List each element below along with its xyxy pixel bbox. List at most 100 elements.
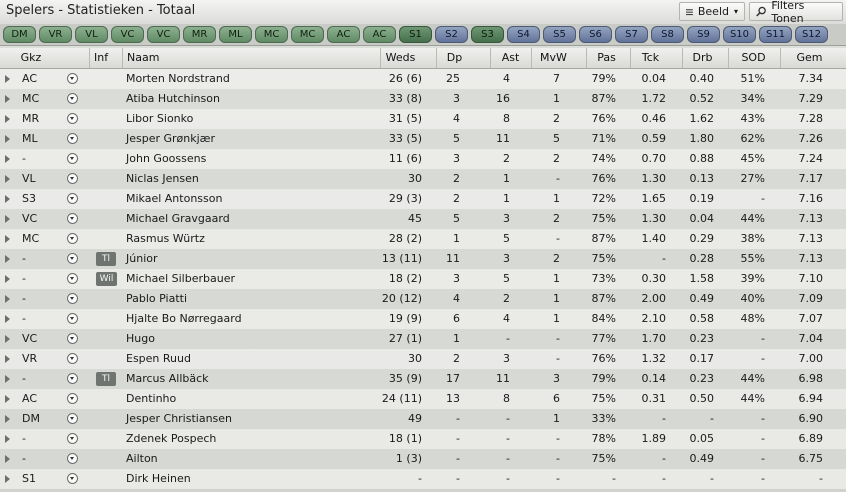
table-row[interactable]: MC Rasmus Würtz 28 (2) 1 5 - 87% 1.40 0.…: [0, 229, 846, 249]
table-row[interactable]: VR Espen Ruud 30 2 3 - 76% 1.32 0.17 - 7…: [0, 349, 846, 369]
tab-position-23[interactable]: S12: [795, 26, 828, 43]
cell-naam[interactable]: Libor Sionko: [126, 112, 194, 125]
tab-position-3[interactable]: VL: [75, 26, 108, 43]
cell-naam[interactable]: Dentinho: [126, 392, 177, 405]
header-gem[interactable]: Gem: [780, 48, 838, 68]
row-menu-icon[interactable]: [67, 93, 78, 104]
table-row[interactable]: S3 Mikael Antonsson 29 (3) 2 1 1 72% 1.6…: [0, 189, 846, 209]
cell-naam[interactable]: Hjalte Bo Nørregaard: [126, 312, 242, 325]
expand-arrow-icon[interactable]: [5, 255, 10, 263]
row-menu-icon[interactable]: [67, 73, 78, 84]
header-dp[interactable]: Dp: [436, 48, 472, 68]
cell-naam[interactable]: Ailton: [126, 452, 158, 465]
expand-arrow-icon[interactable]: [5, 335, 10, 343]
tab-position-6[interactable]: MR: [183, 26, 216, 43]
header-drb[interactable]: Drb: [682, 48, 722, 68]
table-row[interactable]: MC Atiba Hutchinson 33 (8) 3 16 1 87% 1.…: [0, 89, 846, 109]
tab-position-8[interactable]: MC: [255, 26, 288, 43]
expand-arrow-icon[interactable]: [5, 115, 10, 123]
expand-arrow-icon[interactable]: [5, 195, 10, 203]
cell-naam[interactable]: Michael Gravgaard: [126, 212, 230, 225]
row-menu-icon[interactable]: [67, 473, 78, 484]
row-menu-icon[interactable]: [67, 393, 78, 404]
tab-position-19[interactable]: S8: [651, 26, 684, 43]
cell-naam[interactable]: Rasmus Würtz: [126, 232, 205, 245]
row-menu-icon[interactable]: [67, 253, 78, 264]
tab-position-7[interactable]: ML: [219, 26, 252, 43]
expand-arrow-icon[interactable]: [5, 355, 10, 363]
expand-arrow-icon[interactable]: [5, 415, 10, 423]
table-row[interactable]: VL Niclas Jensen 30 2 1 - 76% 1.30 0.13 …: [0, 169, 846, 189]
header-sod[interactable]: SOD: [728, 48, 778, 68]
expand-arrow-icon[interactable]: [5, 395, 10, 403]
expand-arrow-icon[interactable]: [5, 435, 10, 443]
table-row[interactable]: - Michael Silberbauer 18 (2) 3 5 1 73% 0…: [0, 269, 846, 289]
tab-position-18[interactable]: S7: [615, 26, 648, 43]
table-row[interactable]: ML Jesper Grønkjær 33 (5) 5 11 5 71% 0.5…: [0, 129, 846, 149]
row-menu-icon[interactable]: [67, 193, 78, 204]
header-mvw[interactable]: MvW: [531, 48, 575, 68]
row-menu-icon[interactable]: [67, 413, 78, 424]
header-inf[interactable]: Inf: [89, 48, 121, 68]
cell-naam[interactable]: Zdenek Pospech: [126, 432, 217, 445]
tab-position-4[interactable]: VC: [111, 26, 144, 43]
table-row[interactable]: AC Dentinho 24 (11) 13 8 6 75% 0.31 0.50…: [0, 389, 846, 409]
table-row[interactable]: DM Jesper Christiansen 49 - - 1 33% - - …: [0, 409, 846, 429]
expand-arrow-icon[interactable]: [5, 275, 10, 283]
cell-naam[interactable]: Atiba Hutchinson: [126, 92, 220, 105]
table-row[interactable]: VC Hugo 27 (1) 1 - - 77% 1.70 0.23 - 7.0…: [0, 329, 846, 349]
cell-naam[interactable]: Marcus Allbäck: [126, 372, 209, 385]
expand-arrow-icon[interactable]: [5, 75, 10, 83]
row-menu-icon[interactable]: [67, 333, 78, 344]
expand-arrow-icon[interactable]: [5, 95, 10, 103]
row-menu-icon[interactable]: [67, 173, 78, 184]
row-menu-icon[interactable]: [67, 353, 78, 364]
expand-arrow-icon[interactable]: [5, 455, 10, 463]
row-menu-icon[interactable]: [67, 213, 78, 224]
expand-arrow-icon[interactable]: [5, 155, 10, 163]
row-menu-icon[interactable]: [67, 233, 78, 244]
tab-position-20[interactable]: S9: [687, 26, 720, 43]
table-row[interactable]: - John Goossens 11 (6) 3 2 2 74% 0.70 0.…: [0, 149, 846, 169]
table-row[interactable]: - Ailton 1 (3) - - - 75% - 0.49 - 6.75: [0, 449, 846, 469]
row-menu-icon[interactable]: [67, 453, 78, 464]
table-row[interactable]: - Pablo Piatti 20 (12) 4 2 1 87% 2.00 0.…: [0, 289, 846, 309]
expand-arrow-icon[interactable]: [5, 235, 10, 243]
header-ast[interactable]: Ast: [490, 48, 530, 68]
row-menu-icon[interactable]: [67, 273, 78, 284]
tab-position-13[interactable]: S2: [435, 26, 468, 43]
tab-position-22[interactable]: S11: [759, 26, 792, 43]
cell-naam[interactable]: Espen Ruud: [126, 352, 191, 365]
expand-arrow-icon[interactable]: [5, 475, 10, 483]
table-row[interactable]: - Hjalte Bo Nørregaard 19 (9) 6 4 1 84% …: [0, 309, 846, 329]
expand-arrow-icon[interactable]: [5, 295, 10, 303]
header-tck[interactable]: Tck: [630, 48, 670, 68]
table-row[interactable]: MR Libor Sionko 31 (5) 4 8 2 76% 0.46 1.…: [0, 109, 846, 129]
tab-position-16[interactable]: S5: [543, 26, 576, 43]
cell-naam[interactable]: Hugo: [126, 332, 155, 345]
tab-position-11[interactable]: AC: [363, 26, 396, 43]
tab-position-10[interactable]: AC: [327, 26, 360, 43]
tab-position-17[interactable]: S6: [579, 26, 612, 43]
row-menu-icon[interactable]: [67, 293, 78, 304]
row-menu-icon[interactable]: [67, 153, 78, 164]
cell-naam[interactable]: Niclas Jensen: [126, 172, 199, 185]
table-row[interactable]: - Júnior 13 (11) 11 3 2 75% - 0.28 55% 7…: [0, 249, 846, 269]
cell-naam[interactable]: Dirk Heinen: [126, 472, 191, 485]
cell-naam[interactable]: Michael Silberbauer: [126, 272, 235, 285]
table-row[interactable]: - Zdenek Pospech 18 (1) - - - 78% 1.89 0…: [0, 429, 846, 449]
tab-position-2[interactable]: VR: [39, 26, 72, 43]
tab-position-12[interactable]: S1: [399, 26, 432, 43]
tab-position-14[interactable]: S3: [471, 26, 504, 43]
header-naam[interactable]: Naam: [122, 48, 332, 68]
tab-position-9[interactable]: MC: [291, 26, 324, 43]
cell-naam[interactable]: Morten Nordstrand: [126, 72, 230, 85]
tab-position-1[interactable]: DM: [3, 26, 36, 43]
cell-naam[interactable]: Jesper Grønkjær: [126, 132, 216, 145]
row-menu-icon[interactable]: [67, 373, 78, 384]
cell-naam[interactable]: Pablo Piatti: [126, 292, 188, 305]
cell-naam[interactable]: John Goossens: [126, 152, 207, 165]
cell-naam[interactable]: Júnior: [126, 252, 158, 265]
row-menu-icon[interactable]: [67, 313, 78, 324]
header-gkz[interactable]: Gkz: [20, 51, 42, 64]
